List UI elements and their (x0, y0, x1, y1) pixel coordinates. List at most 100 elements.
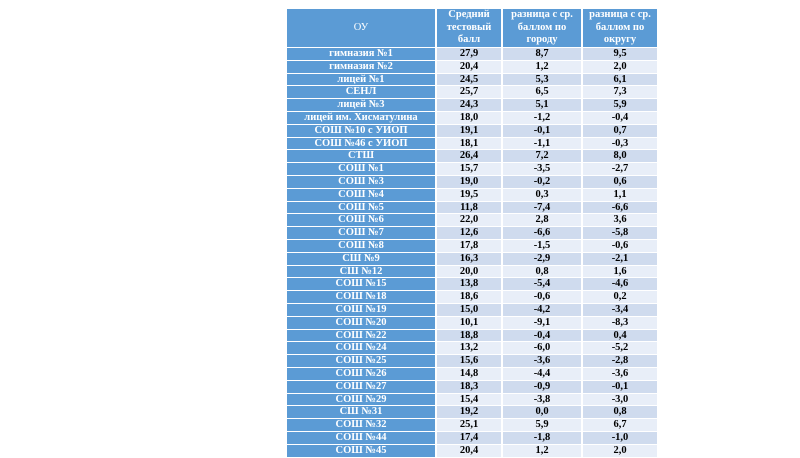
table-header-row: ОУ Средний тестовый балл разница с ср. б… (287, 9, 657, 47)
table-row: СОШ №7 12,6 -6,6 -5,8 (287, 227, 657, 239)
diff-district-cell: -0,4 (583, 111, 657, 124)
diff-city-cell: 5,3 (503, 73, 581, 86)
diff-city-cell: -0,6 (503, 291, 581, 303)
score-cell: 20,4 (437, 444, 501, 457)
school-name-cell: СОШ №15 (287, 278, 435, 291)
diff-city-cell: -7,4 (503, 201, 581, 214)
school-name-cell: лицей №3 (287, 99, 435, 111)
score-cell: 19,5 (437, 188, 501, 201)
diff-city-cell: -3,8 (503, 393, 581, 406)
school-name-cell: СОШ №18 (287, 291, 435, 303)
diff-district-cell: -2,7 (583, 163, 657, 175)
diff-city-cell: 7,2 (503, 150, 581, 163)
diff-district-cell: -5,2 (583, 342, 657, 355)
score-cell: 18,0 (437, 111, 501, 124)
school-name-cell: лицей №1 (287, 73, 435, 86)
diff-city-cell: 1,2 (503, 60, 581, 73)
diff-district-cell: -3,4 (583, 303, 657, 316)
score-cell: 24,3 (437, 99, 501, 111)
diff-city-cell: -0,1 (503, 124, 581, 137)
diff-city-cell: 0,8 (503, 265, 581, 278)
table-row: СОШ №32 25,1 5,9 6,7 (287, 419, 657, 431)
table-body: гимназия №1 27,9 8,7 9,5 гимназия №2 20,4 1,2 2… (287, 48, 657, 457)
school-name-cell: гимназия №2 (287, 60, 435, 73)
diff-district-cell: -6,6 (583, 201, 657, 214)
diff-city-cell: -0,4 (503, 329, 581, 342)
table-row: лицей №3 24,3 5,1 5,9 (287, 99, 657, 111)
score-cell: 22,0 (437, 214, 501, 227)
table-row: СОШ №27 18,3 -0,9 -0,1 (287, 380, 657, 393)
table-row: СОШ №10 с УИОП 19,1 -0,1 0,7 (287, 124, 657, 137)
diff-district-cell: -2,1 (583, 252, 657, 265)
school-name-cell: СШ №12 (287, 265, 435, 278)
diff-district-cell: 6,1 (583, 73, 657, 86)
school-name-cell: СТШ (287, 150, 435, 163)
table-row: СОШ №3 19,0 -0,2 0,6 (287, 175, 657, 188)
diff-city-cell: -2,9 (503, 252, 581, 265)
diff-district-cell: 1,1 (583, 188, 657, 201)
diff-city-cell: 5,1 (503, 99, 581, 111)
diff-city-cell: -9,1 (503, 316, 581, 329)
score-cell: 19,1 (437, 124, 501, 137)
table-row: СОШ №46 с УИОП 18,1 -1,1 -0,3 (287, 137, 657, 150)
diff-district-cell: -3,6 (583, 367, 657, 380)
diff-city-cell: 0,0 (503, 406, 581, 419)
school-name-cell: СОШ №20 (287, 316, 435, 329)
diff-district-cell: -0,3 (583, 137, 657, 150)
table-row: СШ №9 16,3 -2,9 -2,1 (287, 252, 657, 265)
table-row: СОШ №1 15,7 -3,5 -2,7 (287, 163, 657, 175)
diff-city-cell: 1,2 (503, 444, 581, 457)
score-cell: 13,2 (437, 342, 501, 355)
score-cell: 10,1 (437, 316, 501, 329)
table-row: СОШ №29 15,4 -3,8 -3,0 (287, 393, 657, 406)
school-name-cell: СОШ №46 с УИОП (287, 137, 435, 150)
diff-district-cell: 7,3 (583, 86, 657, 99)
table-row: СОШ №6 22,0 2,8 3,6 (287, 214, 657, 227)
diff-district-cell: 9,5 (583, 48, 657, 60)
diff-district-cell: 2,0 (583, 60, 657, 73)
school-name-cell: СОШ №3 (287, 175, 435, 188)
score-cell: 19,0 (437, 175, 501, 188)
school-name-cell: гимназия №1 (287, 48, 435, 60)
header-average-score: Средний тестовый балл (437, 9, 501, 47)
diff-city-cell: -4,4 (503, 367, 581, 380)
score-cell: 15,7 (437, 163, 501, 175)
score-cell: 15,4 (437, 393, 501, 406)
score-cell: 24,5 (437, 73, 501, 86)
score-cell: 11,8 (437, 201, 501, 214)
score-cell: 15,6 (437, 355, 501, 367)
results-table: ОУ Средний тестовый балл разница с ср. б… (285, 8, 659, 458)
table-row: СОШ №44 17,4 -1,8 -1,0 (287, 431, 657, 444)
table-row: СОШ №8 17,8 -1,5 -0,6 (287, 239, 657, 252)
school-name-cell: СОШ №29 (287, 393, 435, 406)
school-name-cell: СОШ №45 (287, 444, 435, 457)
score-cell: 20,0 (437, 265, 501, 278)
header-diff-city: разница с ср. баллом по городу (503, 9, 581, 47)
score-cell: 18,6 (437, 291, 501, 303)
diff-city-cell: -1,1 (503, 137, 581, 150)
diff-city-cell: -3,5 (503, 163, 581, 175)
diff-city-cell: -6,6 (503, 227, 581, 239)
table-row: СТШ 26,4 7,2 8,0 (287, 150, 657, 163)
diff-district-cell: 0,7 (583, 124, 657, 137)
school-name-cell: СОШ №32 (287, 419, 435, 431)
school-name-cell: СОШ №27 (287, 380, 435, 393)
diff-district-cell: -0,6 (583, 239, 657, 252)
school-name-cell: СОШ №19 (287, 303, 435, 316)
score-cell: 27,9 (437, 48, 501, 60)
score-cell: 26,4 (437, 150, 501, 163)
diff-city-cell: -0,2 (503, 175, 581, 188)
school-name-cell: СОШ №25 (287, 355, 435, 367)
score-cell: 15,0 (437, 303, 501, 316)
score-cell: 12,6 (437, 227, 501, 239)
diff-district-cell: -1,0 (583, 431, 657, 444)
table-row: СОШ №18 18,6 -0,6 0,2 (287, 291, 657, 303)
table-row: гимназия №2 20,4 1,2 2,0 (287, 60, 657, 73)
score-cell: 19,2 (437, 406, 501, 419)
table-row: СОШ №22 18,8 -0,4 0,4 (287, 329, 657, 342)
diff-city-cell: 5,9 (503, 419, 581, 431)
school-name-cell: СОШ №44 (287, 431, 435, 444)
school-name-cell: СОШ №6 (287, 214, 435, 227)
diff-city-cell: -0,9 (503, 380, 581, 393)
table-row: лицей им. Хисматулина 18,0 -1,2 -0,4 (287, 111, 657, 124)
